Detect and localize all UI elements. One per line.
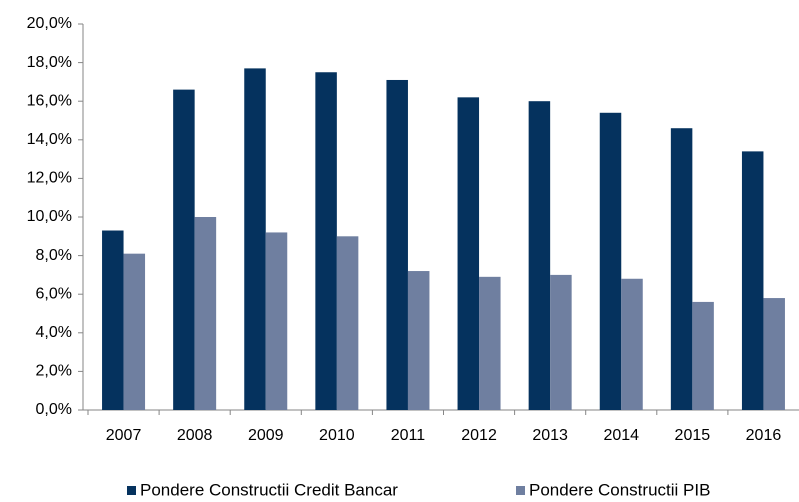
bar [457,97,480,410]
x-tick-label: 2015 [675,427,711,444]
y-tick-label: 10,0% [27,208,72,225]
y-tick-label: 0,0% [36,401,72,418]
x-tick-label: 2013 [532,427,568,444]
x-tick-label: 2016 [746,427,782,444]
bar [599,112,622,410]
x-tick-label: 2010 [319,427,355,444]
x-tick-label: 2014 [603,427,639,444]
y-tick-label: 6,0% [36,285,72,302]
legend-label: Pondere Constructii PIB [529,480,710,499]
y-tick-label: 12,0% [27,170,72,187]
bar [407,271,430,410]
bar [741,151,764,410]
bar [479,276,501,410]
y-tick-label: 16,0% [27,92,72,109]
bar [173,89,195,411]
y-tick-label: 20,0% [27,15,72,32]
bar [336,236,359,410]
bar [621,278,643,410]
y-tick-label: 2,0% [36,363,72,380]
legend-label: Pondere Constructii Credit Bancar [140,480,398,499]
bar [265,232,288,410]
bar [670,128,693,410]
x-tick-label: 2008 [177,427,213,444]
bar [692,301,714,410]
bar [244,68,266,410]
x-tick-label: 2011 [391,427,426,444]
y-tick-label: 18,0% [27,54,72,71]
y-tick-label: 14,0% [27,131,72,148]
y-tick-label: 4,0% [36,324,72,341]
bar [763,298,785,410]
bar [550,274,572,410]
x-tick-label: 2007 [106,427,142,444]
x-tick-label: 2009 [248,427,284,444]
bar [528,101,551,410]
x-tick-label: 2012 [461,427,497,444]
bar [386,79,408,410]
legend-swatch [127,486,136,495]
bar [315,72,337,410]
bar [123,253,146,410]
y-tick-label: 8,0% [36,247,72,264]
bar [102,230,124,410]
bar [194,217,217,410]
legend-swatch [516,486,525,495]
